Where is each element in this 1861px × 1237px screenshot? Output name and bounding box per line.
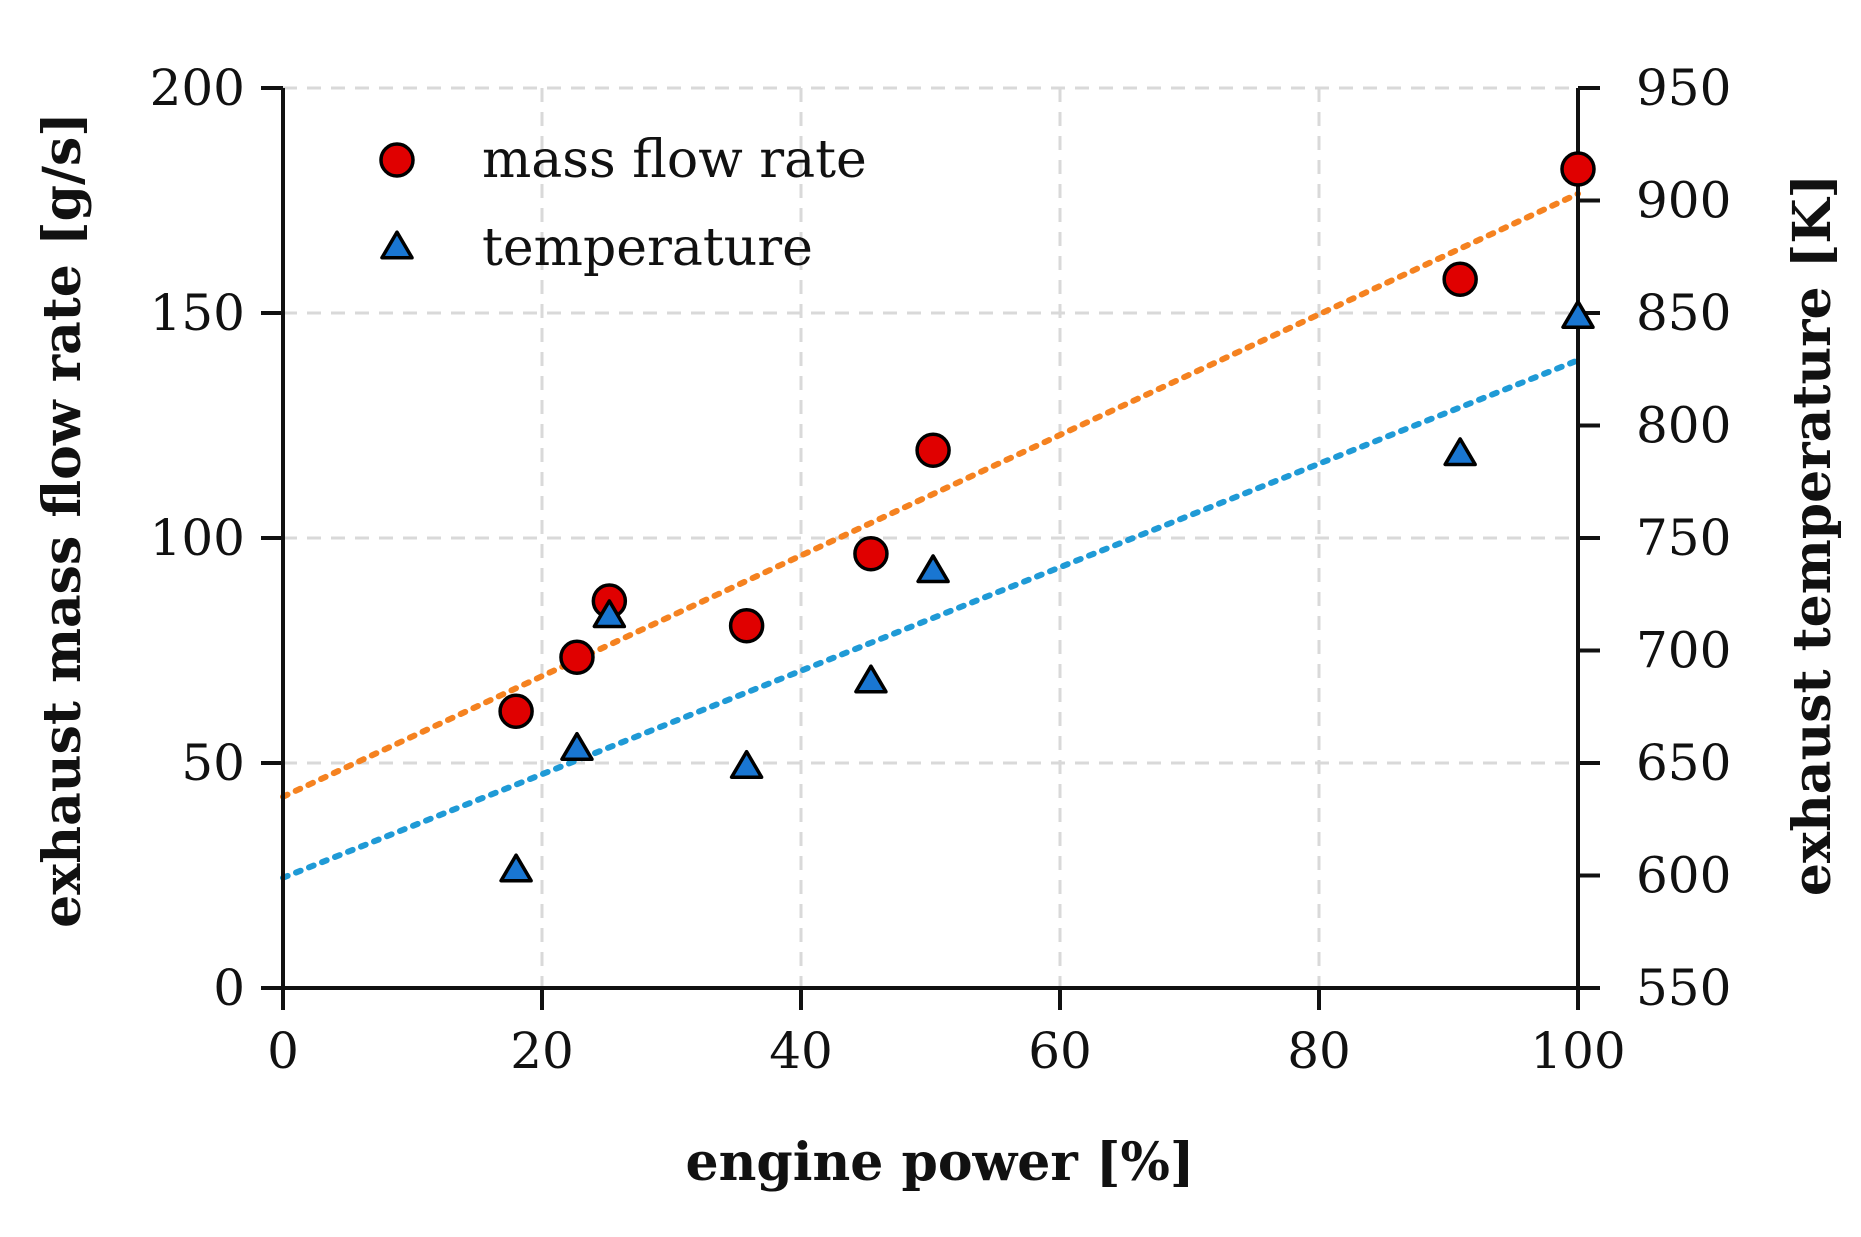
ticks: 0 20 40 60 80 100 0 50 100 150 200 550 600 650 700 750 8… xyxy=(150,59,1732,1080)
trendlines xyxy=(280,190,1581,881)
legend-triangle-marker xyxy=(380,230,414,260)
temperature-trendline xyxy=(280,357,1581,881)
y-tick-label: 150 xyxy=(150,284,245,342)
mass-flow-rate-point xyxy=(853,536,889,572)
y2-tick-label: 600 xyxy=(1636,847,1731,905)
temperature-point xyxy=(499,853,533,883)
y-tick-label: 200 xyxy=(150,59,245,117)
y2-tick-label: 950 xyxy=(1636,59,1731,117)
mass-flow-rate-point xyxy=(728,608,765,644)
temperature-point xyxy=(854,664,888,694)
legend: mass flow rate temperature xyxy=(379,130,867,278)
x-tick-label: 40 xyxy=(769,1022,833,1080)
x-tick-label: 20 xyxy=(510,1022,574,1080)
temperature-point xyxy=(1443,437,1477,467)
temperature-point xyxy=(560,731,594,761)
temperature-point xyxy=(729,749,764,779)
legend-label: mass flow rate xyxy=(482,130,867,190)
y2-tick-label: 750 xyxy=(1636,509,1731,567)
x-axis-title: engine power [%] xyxy=(685,1132,1194,1193)
temperature-point xyxy=(592,599,627,629)
mass-flow-rate-trendline xyxy=(280,190,1581,800)
y2-tick-label: 800 xyxy=(1636,397,1731,455)
y2-tick-label: 850 xyxy=(1636,284,1731,342)
y2-tick-label: 650 xyxy=(1636,734,1731,792)
mass-flow-rate-point xyxy=(1442,261,1478,297)
x-tick-label: 80 xyxy=(1287,1022,1351,1080)
y2-tick-label: 700 xyxy=(1636,622,1731,680)
temperature-point xyxy=(1561,299,1595,329)
y-tick-label: 100 xyxy=(150,509,245,567)
x-tick-label: 0 xyxy=(267,1022,299,1080)
y2-axis-title: exhaust temperature [K] xyxy=(1782,174,1843,896)
mass-flow-rate-point xyxy=(559,639,595,675)
y2-tick-label: 550 xyxy=(1636,959,1731,1017)
y-axis-title: exhaust mass flow rate [g/s] xyxy=(32,112,93,928)
y-tick-label: 50 xyxy=(181,734,245,792)
x-tick-label: 100 xyxy=(1530,1022,1625,1080)
mass-flow-rate-point xyxy=(498,693,534,729)
x-tick-label: 60 xyxy=(1028,1022,1092,1080)
data-points xyxy=(498,151,1596,883)
y-tick-label: 0 xyxy=(213,959,245,1017)
temperature-point xyxy=(916,554,950,584)
legend-label: temperature xyxy=(482,218,813,278)
mass-flow-rate-point xyxy=(1560,151,1596,187)
mass-flow-rate-point xyxy=(915,432,951,468)
legend-circle-marker xyxy=(379,142,415,178)
grid xyxy=(283,86,1578,988)
y2-tick-label: 900 xyxy=(1636,172,1731,230)
